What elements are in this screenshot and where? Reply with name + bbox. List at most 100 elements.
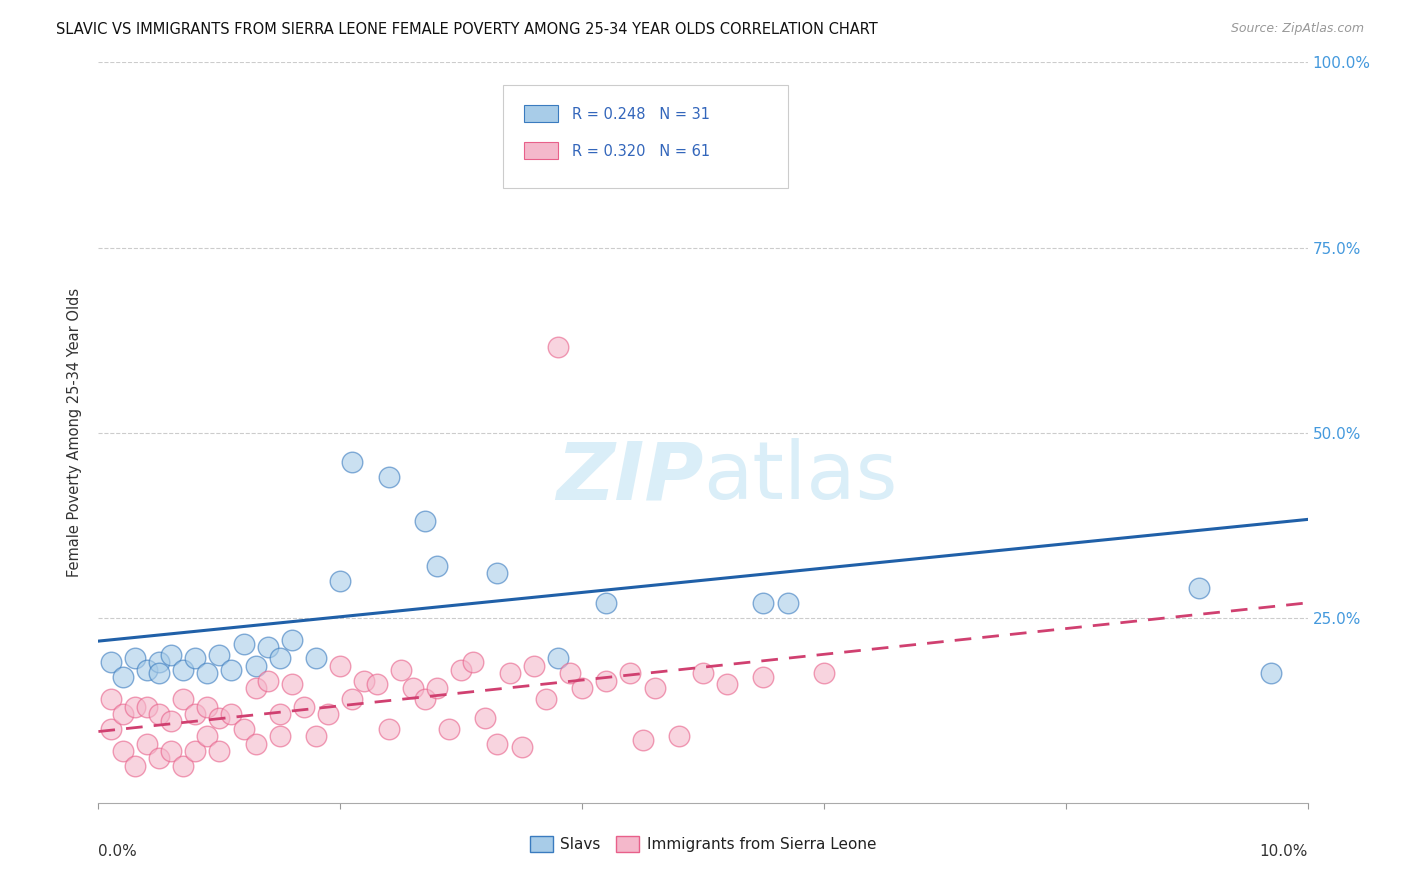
Point — [256, 640, 278, 655]
Point — [510, 740, 533, 755]
Point — [329, 574, 352, 588]
Text: R = 0.320   N = 61: R = 0.320 N = 61 — [572, 144, 710, 159]
Text: R = 0.248   N = 31: R = 0.248 N = 31 — [572, 107, 710, 122]
Point — [1188, 581, 1211, 595]
Point — [160, 714, 183, 729]
Point — [232, 637, 254, 651]
Y-axis label: Female Poverty Among 25-34 Year Olds: Female Poverty Among 25-34 Year Olds — [67, 288, 83, 577]
Point — [486, 737, 509, 751]
Point — [619, 666, 641, 681]
Point — [752, 596, 775, 610]
Point — [100, 655, 122, 669]
Point — [413, 692, 436, 706]
Point — [172, 663, 194, 677]
Point — [148, 706, 170, 721]
Point — [523, 658, 546, 673]
Point — [474, 711, 496, 725]
Point — [316, 706, 339, 721]
Point — [595, 596, 617, 610]
Point — [221, 706, 243, 721]
Point — [534, 692, 557, 706]
Point — [644, 681, 666, 695]
FancyBboxPatch shape — [503, 85, 787, 188]
Point — [135, 699, 157, 714]
Point — [100, 692, 122, 706]
Point — [558, 666, 581, 681]
Point — [342, 455, 364, 469]
Point — [463, 655, 485, 669]
Point — [631, 732, 654, 747]
Point — [208, 711, 231, 725]
Point — [221, 663, 243, 677]
Point — [195, 666, 218, 681]
Point — [292, 699, 315, 714]
Point — [100, 722, 122, 736]
Point — [124, 651, 146, 665]
Point — [245, 658, 267, 673]
Point — [305, 729, 328, 743]
Text: ZIP: ZIP — [555, 438, 703, 516]
Point — [160, 648, 183, 662]
Text: atlas: atlas — [703, 438, 897, 516]
Point — [135, 663, 157, 677]
Point — [111, 670, 134, 684]
Bar — [524, 105, 558, 121]
Point — [148, 751, 170, 765]
Point — [571, 681, 593, 695]
Point — [668, 729, 690, 743]
Point — [437, 722, 460, 736]
Point — [776, 596, 799, 610]
Point — [208, 744, 231, 758]
Point — [184, 744, 207, 758]
Point — [377, 722, 399, 736]
Point — [353, 673, 375, 688]
Point — [413, 515, 436, 529]
Point — [124, 699, 146, 714]
Point — [195, 699, 218, 714]
Point — [692, 666, 714, 681]
Point — [716, 677, 738, 691]
Point — [498, 666, 520, 681]
Point — [172, 758, 194, 772]
Point — [813, 666, 835, 681]
Point — [160, 744, 183, 758]
Point — [402, 681, 425, 695]
Point — [281, 677, 304, 691]
Point — [366, 677, 388, 691]
Point — [389, 663, 412, 677]
Point — [111, 706, 134, 721]
Text: SLAVIC VS IMMIGRANTS FROM SIERRA LEONE FEMALE POVERTY AMONG 25-34 YEAR OLDS CORR: SLAVIC VS IMMIGRANTS FROM SIERRA LEONE F… — [56, 22, 877, 37]
Point — [269, 729, 291, 743]
Point — [135, 737, 157, 751]
Point — [595, 673, 617, 688]
Point — [208, 648, 231, 662]
Point — [305, 651, 328, 665]
Point — [329, 658, 352, 673]
Point — [256, 673, 278, 688]
Point — [377, 470, 399, 484]
Point — [486, 566, 509, 581]
Text: Source: ZipAtlas.com: Source: ZipAtlas.com — [1230, 22, 1364, 36]
Point — [281, 632, 304, 647]
Point — [1260, 666, 1282, 681]
Point — [426, 681, 449, 695]
Text: 0.0%: 0.0% — [98, 844, 138, 858]
Point — [342, 692, 364, 706]
Point — [148, 666, 170, 681]
Point — [148, 655, 170, 669]
Point — [655, 162, 678, 177]
Point — [195, 729, 218, 743]
Legend: Slavs, Immigrants from Sierra Leone: Slavs, Immigrants from Sierra Leone — [524, 830, 882, 858]
Point — [547, 651, 569, 665]
Point — [269, 651, 291, 665]
Text: 10.0%: 10.0% — [1260, 844, 1308, 858]
Point — [547, 341, 569, 355]
Point — [184, 706, 207, 721]
Point — [426, 558, 449, 573]
Point — [124, 758, 146, 772]
Point — [269, 706, 291, 721]
Point — [752, 670, 775, 684]
Point — [232, 722, 254, 736]
Point — [245, 681, 267, 695]
Point — [111, 744, 134, 758]
